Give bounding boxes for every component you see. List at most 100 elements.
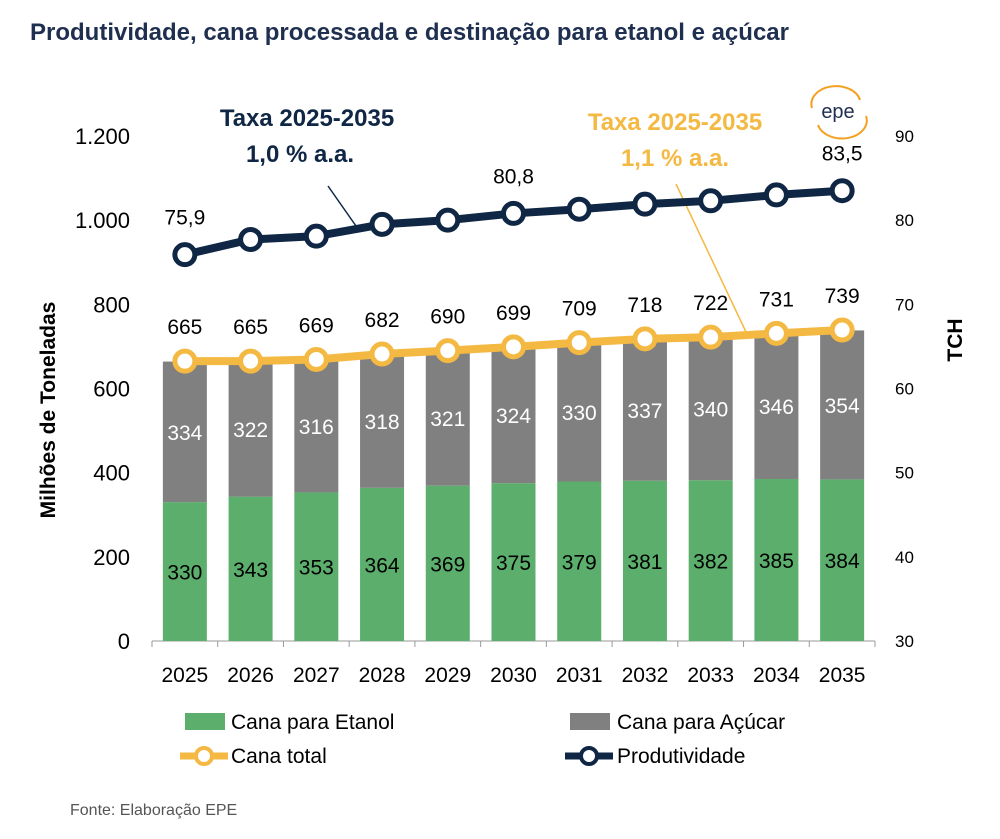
x-tick-label: 2031 xyxy=(556,664,603,687)
legend-swatch-etanol xyxy=(185,713,225,730)
cana-total-label: 690 xyxy=(430,306,465,329)
y-tick-label: 400 xyxy=(93,461,130,486)
legend-label: Cana total xyxy=(231,745,327,768)
produtividade-point xyxy=(435,207,461,233)
cana-total-label: 665 xyxy=(167,316,202,339)
x-tick-label: 2033 xyxy=(687,664,734,687)
bar-etanol xyxy=(228,496,273,641)
cana-total-point xyxy=(566,330,592,356)
x-tick-label: 2026 xyxy=(227,664,274,687)
cana-total-label: 709 xyxy=(562,298,597,321)
bar-etanol-label: 384 xyxy=(825,550,860,573)
cana-total-label: 731 xyxy=(759,288,794,311)
legend-swatch-produtividade-marker xyxy=(579,746,599,766)
bar-acucar xyxy=(294,359,339,493)
x-tick-label: 2029 xyxy=(424,664,471,687)
cana-total-label: 739 xyxy=(825,285,860,308)
bar-etanol xyxy=(294,492,339,641)
annotation-pointer xyxy=(675,183,747,333)
y2-axis-label: TCH xyxy=(944,318,967,361)
bar-etanol xyxy=(360,487,405,641)
bar-acucar-label: 322 xyxy=(233,419,268,442)
cana-total-label: 682 xyxy=(365,309,400,332)
svg-text:epe: epe xyxy=(821,101,854,123)
y-tick-label: 1.200 xyxy=(75,124,130,149)
cana-total-label: 669 xyxy=(299,314,334,337)
bar-etanol-label: 379 xyxy=(562,551,597,574)
bar-etanol xyxy=(688,480,733,641)
bar-acucar-label: 318 xyxy=(365,411,400,434)
bar-etanol xyxy=(425,485,470,641)
annotation-rate: 1,0 % a.a. xyxy=(246,141,354,168)
cana-total-label: 665 xyxy=(233,316,268,339)
cana-total-point xyxy=(698,324,724,350)
annotation-rate: 1,1 % a.a. xyxy=(621,145,729,172)
bar-acucar xyxy=(820,330,865,480)
bar-acucar xyxy=(754,333,799,479)
cana-total-point xyxy=(369,341,395,367)
x-tick-label: 2028 xyxy=(359,664,406,687)
produtividade-point xyxy=(501,200,526,226)
bar-etanol-label: 375 xyxy=(496,552,531,575)
x-tick-label: 2030 xyxy=(490,664,537,687)
x-tick-label: 2034 xyxy=(753,664,800,687)
source-note: Fonte: Elaboração EPE xyxy=(70,802,237,819)
produtividade-label: 80,8 xyxy=(493,165,534,188)
y-tick-label: 1.000 xyxy=(75,208,130,233)
produtividade-point xyxy=(238,227,264,253)
bar-etanol-label: 369 xyxy=(430,553,465,576)
chart-title: Produtividade, cana processada e destina… xyxy=(30,19,789,46)
legend-label: Produtividade xyxy=(617,745,745,768)
cana-total-point xyxy=(501,334,526,360)
produtividade-point xyxy=(369,211,395,237)
annotation-title: Taxa 2025-2035 xyxy=(588,109,762,136)
bar-acucar xyxy=(688,337,733,481)
y2-tick-label: 70 xyxy=(895,295,914,314)
legend-swatch-total-marker xyxy=(194,746,214,766)
x-tick-label: 2035 xyxy=(819,664,866,687)
bar-acucar xyxy=(228,361,273,497)
cana-total-point xyxy=(238,348,264,374)
cana-total-point xyxy=(829,317,855,343)
bar-acucar-label: 324 xyxy=(496,405,531,428)
bar-etanol-label: 330 xyxy=(167,562,202,585)
y-tick-label: 0 xyxy=(118,629,130,654)
bar-etanol xyxy=(162,502,207,641)
bar-etanol-label: 343 xyxy=(233,559,268,582)
cana-total-point xyxy=(303,346,329,372)
bar-etanol-label: 381 xyxy=(627,551,662,574)
x-tick-label: 2025 xyxy=(162,664,209,687)
legend-swatch-acucar xyxy=(570,713,610,730)
bar-acucar xyxy=(557,342,602,482)
y-tick-label: 200 xyxy=(93,545,130,570)
produtividade-point xyxy=(829,178,855,204)
bar-acucar-label: 321 xyxy=(430,408,465,431)
cana-total-point xyxy=(172,348,198,374)
produtividade-point xyxy=(172,242,198,268)
bar-acucar-label: 316 xyxy=(299,416,334,439)
cana-total-label: 722 xyxy=(693,292,728,315)
bar-acucar xyxy=(491,346,536,484)
bar-etanol xyxy=(491,483,536,641)
y2-tick-label: 30 xyxy=(895,632,914,651)
cana-total-point xyxy=(632,326,658,352)
cana-total-point xyxy=(435,338,461,364)
legend-label: Cana para Açúcar xyxy=(617,711,785,734)
bar-acucar-label: 337 xyxy=(627,400,662,423)
cana-total-point xyxy=(763,320,789,346)
produtividade-point xyxy=(566,196,592,222)
y2-tick-label: 50 xyxy=(895,464,914,483)
bar-acucar xyxy=(360,353,405,488)
y2-tick-label: 90 xyxy=(895,127,914,146)
bar-etanol-label: 364 xyxy=(365,554,400,577)
x-tick-label: 2032 xyxy=(622,664,669,687)
bar-acucar xyxy=(425,350,470,486)
annotation-pointer xyxy=(327,185,357,227)
y2-tick-label: 40 xyxy=(895,548,914,567)
bar-acucar-label: 334 xyxy=(167,422,202,445)
epe-logo: epe xyxy=(810,85,868,140)
bar-etanol-label: 382 xyxy=(693,551,728,574)
produtividade-label: 75,9 xyxy=(164,207,205,230)
